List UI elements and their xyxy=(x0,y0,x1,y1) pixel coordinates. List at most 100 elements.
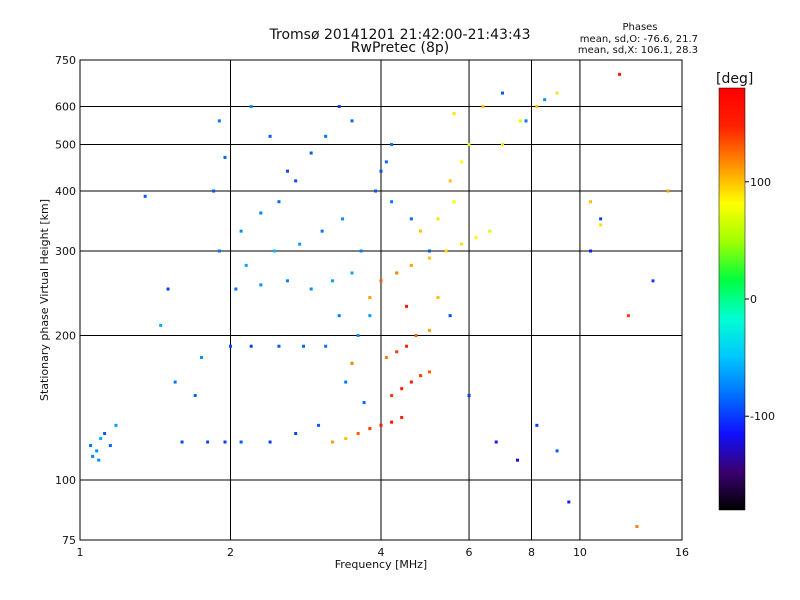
data-point xyxy=(460,160,464,164)
data-point xyxy=(159,323,163,327)
data-point xyxy=(89,444,93,448)
data-point xyxy=(368,427,372,431)
y-axis-label: Stationary phase Virtual Height [km] xyxy=(38,199,51,401)
data-point xyxy=(651,279,655,283)
data-point xyxy=(368,296,372,300)
x-axis-label: Frequency [MHz] xyxy=(335,558,427,571)
data-point xyxy=(344,380,348,384)
x-tick-label: 4 xyxy=(378,546,385,559)
data-point xyxy=(419,229,423,233)
data-point xyxy=(259,211,263,215)
y-tick-label: 400 xyxy=(55,185,76,198)
data-point xyxy=(309,151,313,155)
data-point xyxy=(277,344,281,348)
data-point xyxy=(452,200,456,204)
data-point xyxy=(390,143,394,147)
data-point xyxy=(384,160,388,164)
data-point xyxy=(535,423,539,427)
data-point xyxy=(427,328,431,332)
data-point xyxy=(405,304,409,308)
data-point xyxy=(379,279,383,283)
data-point xyxy=(320,229,324,233)
data-point xyxy=(414,334,418,338)
data-point xyxy=(302,344,306,348)
stats-o-mode: mean, sd,O: -76.6, 21.7 xyxy=(579,34,698,45)
data-point xyxy=(337,105,341,109)
data-point xyxy=(229,344,232,348)
data-point xyxy=(103,432,107,436)
data-point xyxy=(294,179,298,183)
data-point xyxy=(277,200,281,204)
data-point xyxy=(599,223,603,227)
colorbar-tick-label: -100 xyxy=(750,410,775,423)
data-point xyxy=(193,394,197,398)
axis-ticks: 1 2 4 6 8 10 16 75 100 200 300 400 500 600 750 xyxy=(55,54,689,559)
data-point xyxy=(379,169,383,173)
chart-title: Tromsø 20141201 21:42:00-21:43:43 xyxy=(269,27,531,43)
data-point xyxy=(359,249,363,253)
y-tick-label: 500 xyxy=(55,139,76,152)
data-point xyxy=(249,105,253,109)
data-point xyxy=(249,344,253,348)
data-point xyxy=(108,444,112,448)
y-tick-label: 75 xyxy=(62,534,76,547)
data-point xyxy=(395,350,399,354)
data-point xyxy=(309,287,313,291)
colorbar-tick-label: 100 xyxy=(750,176,771,189)
data-point xyxy=(436,296,440,300)
x-tick-label: 6 xyxy=(466,546,473,559)
data-point xyxy=(589,249,593,253)
data-point xyxy=(524,119,528,123)
data-point xyxy=(618,72,622,76)
y-tick-label: 600 xyxy=(55,101,76,114)
data-point xyxy=(212,189,216,193)
data-point xyxy=(444,249,448,253)
data-points xyxy=(89,72,670,529)
data-point xyxy=(448,314,452,318)
data-point xyxy=(273,249,277,253)
data-point xyxy=(515,458,519,462)
data-point xyxy=(259,283,263,287)
data-point xyxy=(409,217,413,221)
data-point xyxy=(409,263,413,267)
data-point xyxy=(390,394,394,398)
data-point xyxy=(337,314,341,318)
data-point xyxy=(99,437,103,441)
data-point xyxy=(427,370,431,374)
data-point xyxy=(285,169,289,173)
data-point xyxy=(350,271,354,275)
data-point xyxy=(436,217,440,221)
data-point xyxy=(419,374,423,378)
colorbar-tick-label: 0 xyxy=(750,293,757,306)
data-point xyxy=(350,361,354,365)
data-point xyxy=(234,287,238,291)
data-point xyxy=(501,143,505,147)
data-point xyxy=(400,387,404,391)
data-point xyxy=(427,249,431,253)
colorbar-ticks: 100 0 -100 xyxy=(745,176,775,423)
plot-frame xyxy=(79,59,683,541)
data-point xyxy=(97,458,101,462)
data-point xyxy=(350,119,354,123)
data-point xyxy=(356,334,360,338)
data-point xyxy=(331,440,335,444)
data-point xyxy=(427,256,431,260)
data-point xyxy=(666,189,670,193)
colorbar xyxy=(718,87,746,511)
data-point xyxy=(95,449,99,453)
data-point xyxy=(239,440,243,444)
data-point xyxy=(452,112,456,116)
data-point xyxy=(405,344,409,348)
data-point xyxy=(384,355,388,359)
data-point xyxy=(294,432,298,436)
data-point xyxy=(268,440,272,444)
y-tick-label: 100 xyxy=(55,474,76,487)
data-point xyxy=(535,105,539,109)
data-point xyxy=(340,217,344,221)
data-point xyxy=(324,344,328,348)
x-tick-label: 1 xyxy=(77,546,84,559)
y-tick-label: 200 xyxy=(55,330,76,343)
data-point xyxy=(356,432,360,436)
data-point xyxy=(589,200,593,204)
data-point xyxy=(488,229,492,233)
